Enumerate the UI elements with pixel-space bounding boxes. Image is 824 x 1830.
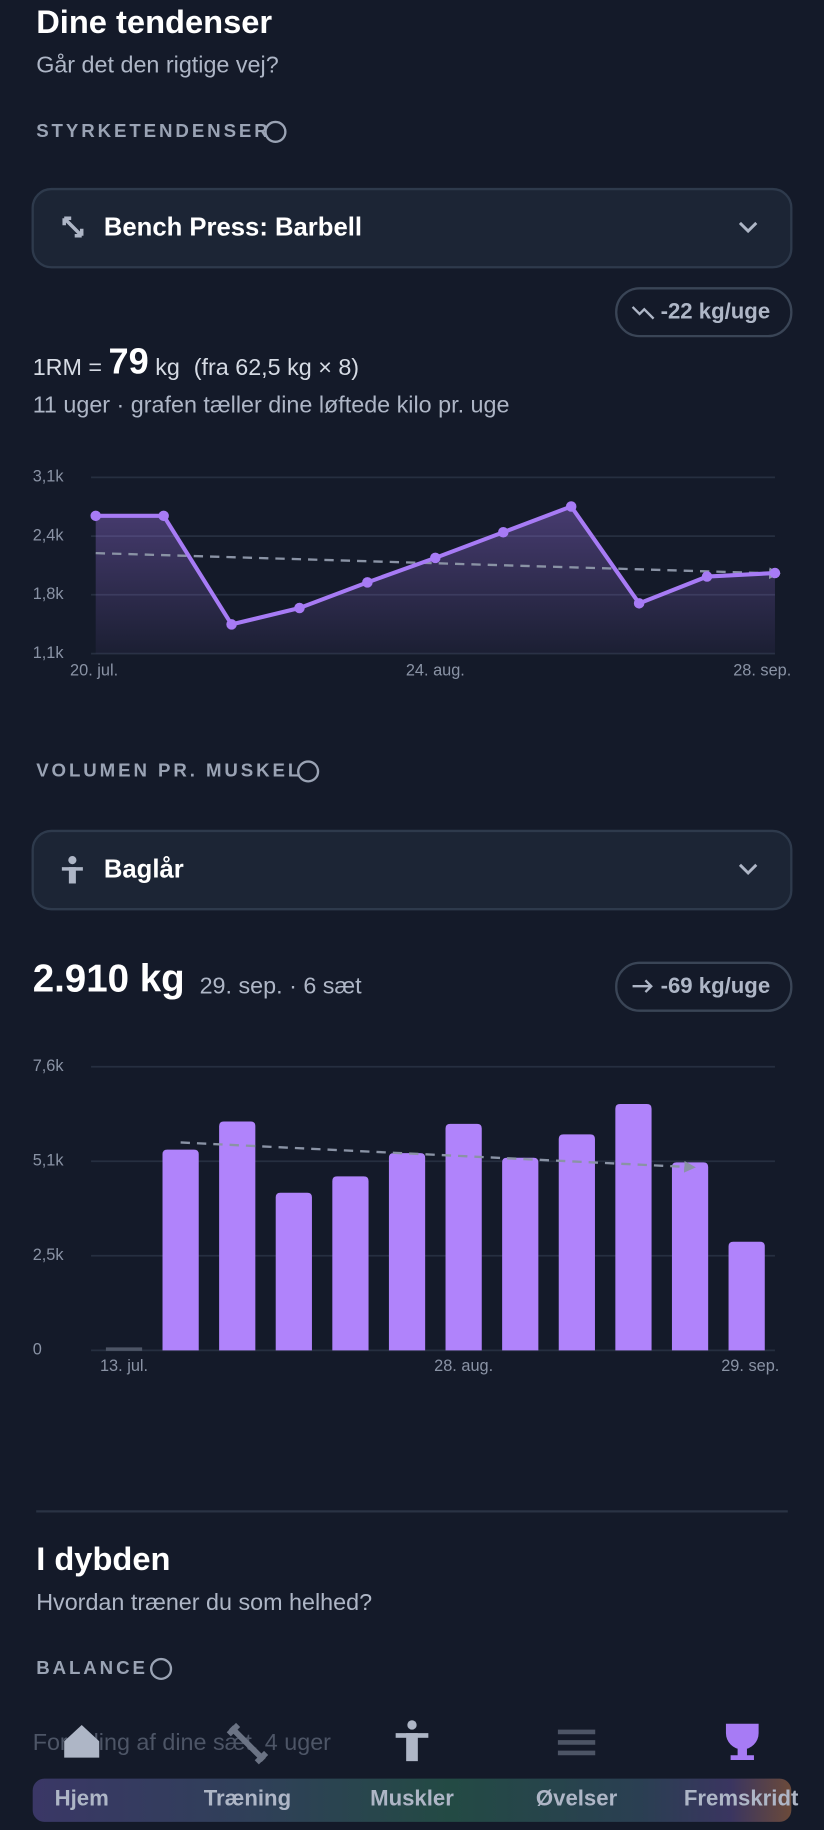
chart: 0 2,5k 5,1k 7,6k 13. jul. 28. aug. 29. sep. bbox=[33, 1057, 780, 1375]
volume-detail: 29. sep. · 6 sæt bbox=[200, 973, 363, 999]
help-icon[interactable] bbox=[149, 1657, 173, 1681]
bar bbox=[615, 1104, 652, 1351]
y-tick-label: 3,1k bbox=[33, 468, 65, 486]
bar bbox=[162, 1149, 199, 1351]
x-tick-label: 29. sep. bbox=[721, 1357, 779, 1375]
point bbox=[498, 526, 509, 538]
section-title: I dybden bbox=[36, 1540, 170, 1577]
training-icon[interactable] bbox=[226, 1722, 269, 1765]
bar bbox=[219, 1121, 256, 1351]
point bbox=[701, 571, 713, 582]
bar bbox=[275, 1192, 312, 1351]
section-heading: BALANCE bbox=[36, 1657, 148, 1678]
dumbbell-icon bbox=[62, 216, 84, 238]
point bbox=[90, 510, 101, 522]
progress-icon[interactable] bbox=[725, 1723, 759, 1760]
x-tick-label: 24. aug. bbox=[406, 661, 465, 679]
page-subtitle: Går det den rigtige vej? bbox=[36, 52, 279, 78]
home-icon[interactable] bbox=[64, 1724, 100, 1758]
section-subtitle: Hvordan træner du som helhed? bbox=[36, 1589, 372, 1615]
trend-icon bbox=[631, 306, 655, 320]
one-rm-label: 1RM = bbox=[33, 354, 102, 380]
point bbox=[294, 602, 305, 614]
section-heading: STYRKETENDENSER bbox=[36, 120, 271, 141]
trend-text: -69 kg/uge bbox=[661, 973, 771, 998]
exercise-select[interactable] bbox=[31, 187, 793, 269]
y-tick-label: 5,1k bbox=[33, 1152, 65, 1170]
y-tick-label: 0 bbox=[33, 1341, 42, 1359]
point bbox=[430, 552, 441, 564]
bar bbox=[332, 1176, 369, 1351]
point bbox=[633, 598, 645, 609]
bar bbox=[728, 1241, 765, 1351]
nav-background bbox=[32, 1778, 792, 1822]
body-icon bbox=[61, 856, 83, 884]
muscle-select[interactable] bbox=[31, 829, 793, 911]
nav-label[interactable]: Øvelser bbox=[536, 1786, 618, 1811]
trend-badge bbox=[615, 287, 793, 338]
nav-label[interactable]: Hjem bbox=[55, 1786, 109, 1811]
one-rm-detail: (fra 62,5 kg × 8) bbox=[194, 354, 359, 380]
nav-label[interactable]: Fremskridt bbox=[684, 1786, 799, 1811]
volume-total: 2.910 kg bbox=[33, 958, 185, 1001]
x-tick-label: 20. jul. bbox=[70, 661, 118, 679]
chevron bbox=[738, 863, 758, 876]
bar bbox=[502, 1157, 539, 1351]
y-tick-label: 1,1k bbox=[33, 644, 65, 662]
chevron bbox=[738, 221, 758, 234]
point bbox=[158, 510, 169, 522]
trend-icon bbox=[632, 979, 653, 993]
help-icon[interactable] bbox=[297, 760, 320, 783]
muscle-icon[interactable] bbox=[395, 1720, 429, 1762]
trend-badge bbox=[615, 961, 793, 1012]
one-rm-unit: kg bbox=[155, 354, 180, 380]
point bbox=[769, 567, 781, 579]
page-title: Dine tendenser bbox=[36, 3, 272, 40]
trend-line bbox=[180, 1141, 696, 1173]
section-heading: VOLUMEN PR. MUSKEL bbox=[36, 759, 302, 780]
caption: 11 uger · grafen tæller dine løftede kil… bbox=[33, 391, 510, 417]
x-tick-label: 13. jul. bbox=[100, 1357, 148, 1375]
exercise-name: Bench Press: Barbell bbox=[104, 214, 362, 242]
point bbox=[362, 577, 373, 588]
chart: 1,1k 1,8k 2,4k 3,1k 20. jul. 24. aug. 28. sep. bbox=[33, 468, 792, 680]
x-tick-label: 28. sep. bbox=[733, 661, 791, 679]
help-icon[interactable] bbox=[264, 120, 287, 143]
area bbox=[95, 506, 775, 654]
y-tick-label: 2,4k bbox=[33, 526, 65, 544]
y-tick-label: 7,6k bbox=[33, 1057, 65, 1075]
bar bbox=[671, 1162, 709, 1351]
nav-bar bbox=[32, 1720, 792, 1822]
trend-text: -22 kg/uge bbox=[661, 299, 771, 324]
nav-label[interactable]: Træning bbox=[204, 1786, 291, 1811]
y-tick-label: 1,8k bbox=[33, 585, 65, 603]
bar bbox=[445, 1123, 482, 1351]
bar bbox=[558, 1134, 595, 1351]
point bbox=[565, 501, 577, 512]
y-tick-label: 2,5k bbox=[33, 1246, 65, 1264]
exercises-icon[interactable] bbox=[557, 1729, 596, 1756]
bar bbox=[388, 1153, 426, 1351]
muscle-name: Baglår bbox=[104, 855, 184, 883]
one-rm-value: 79 bbox=[109, 341, 149, 382]
point bbox=[226, 619, 237, 630]
nav-label[interactable]: Muskler bbox=[370, 1786, 454, 1811]
x-tick-label: 28. aug. bbox=[434, 1357, 493, 1375]
